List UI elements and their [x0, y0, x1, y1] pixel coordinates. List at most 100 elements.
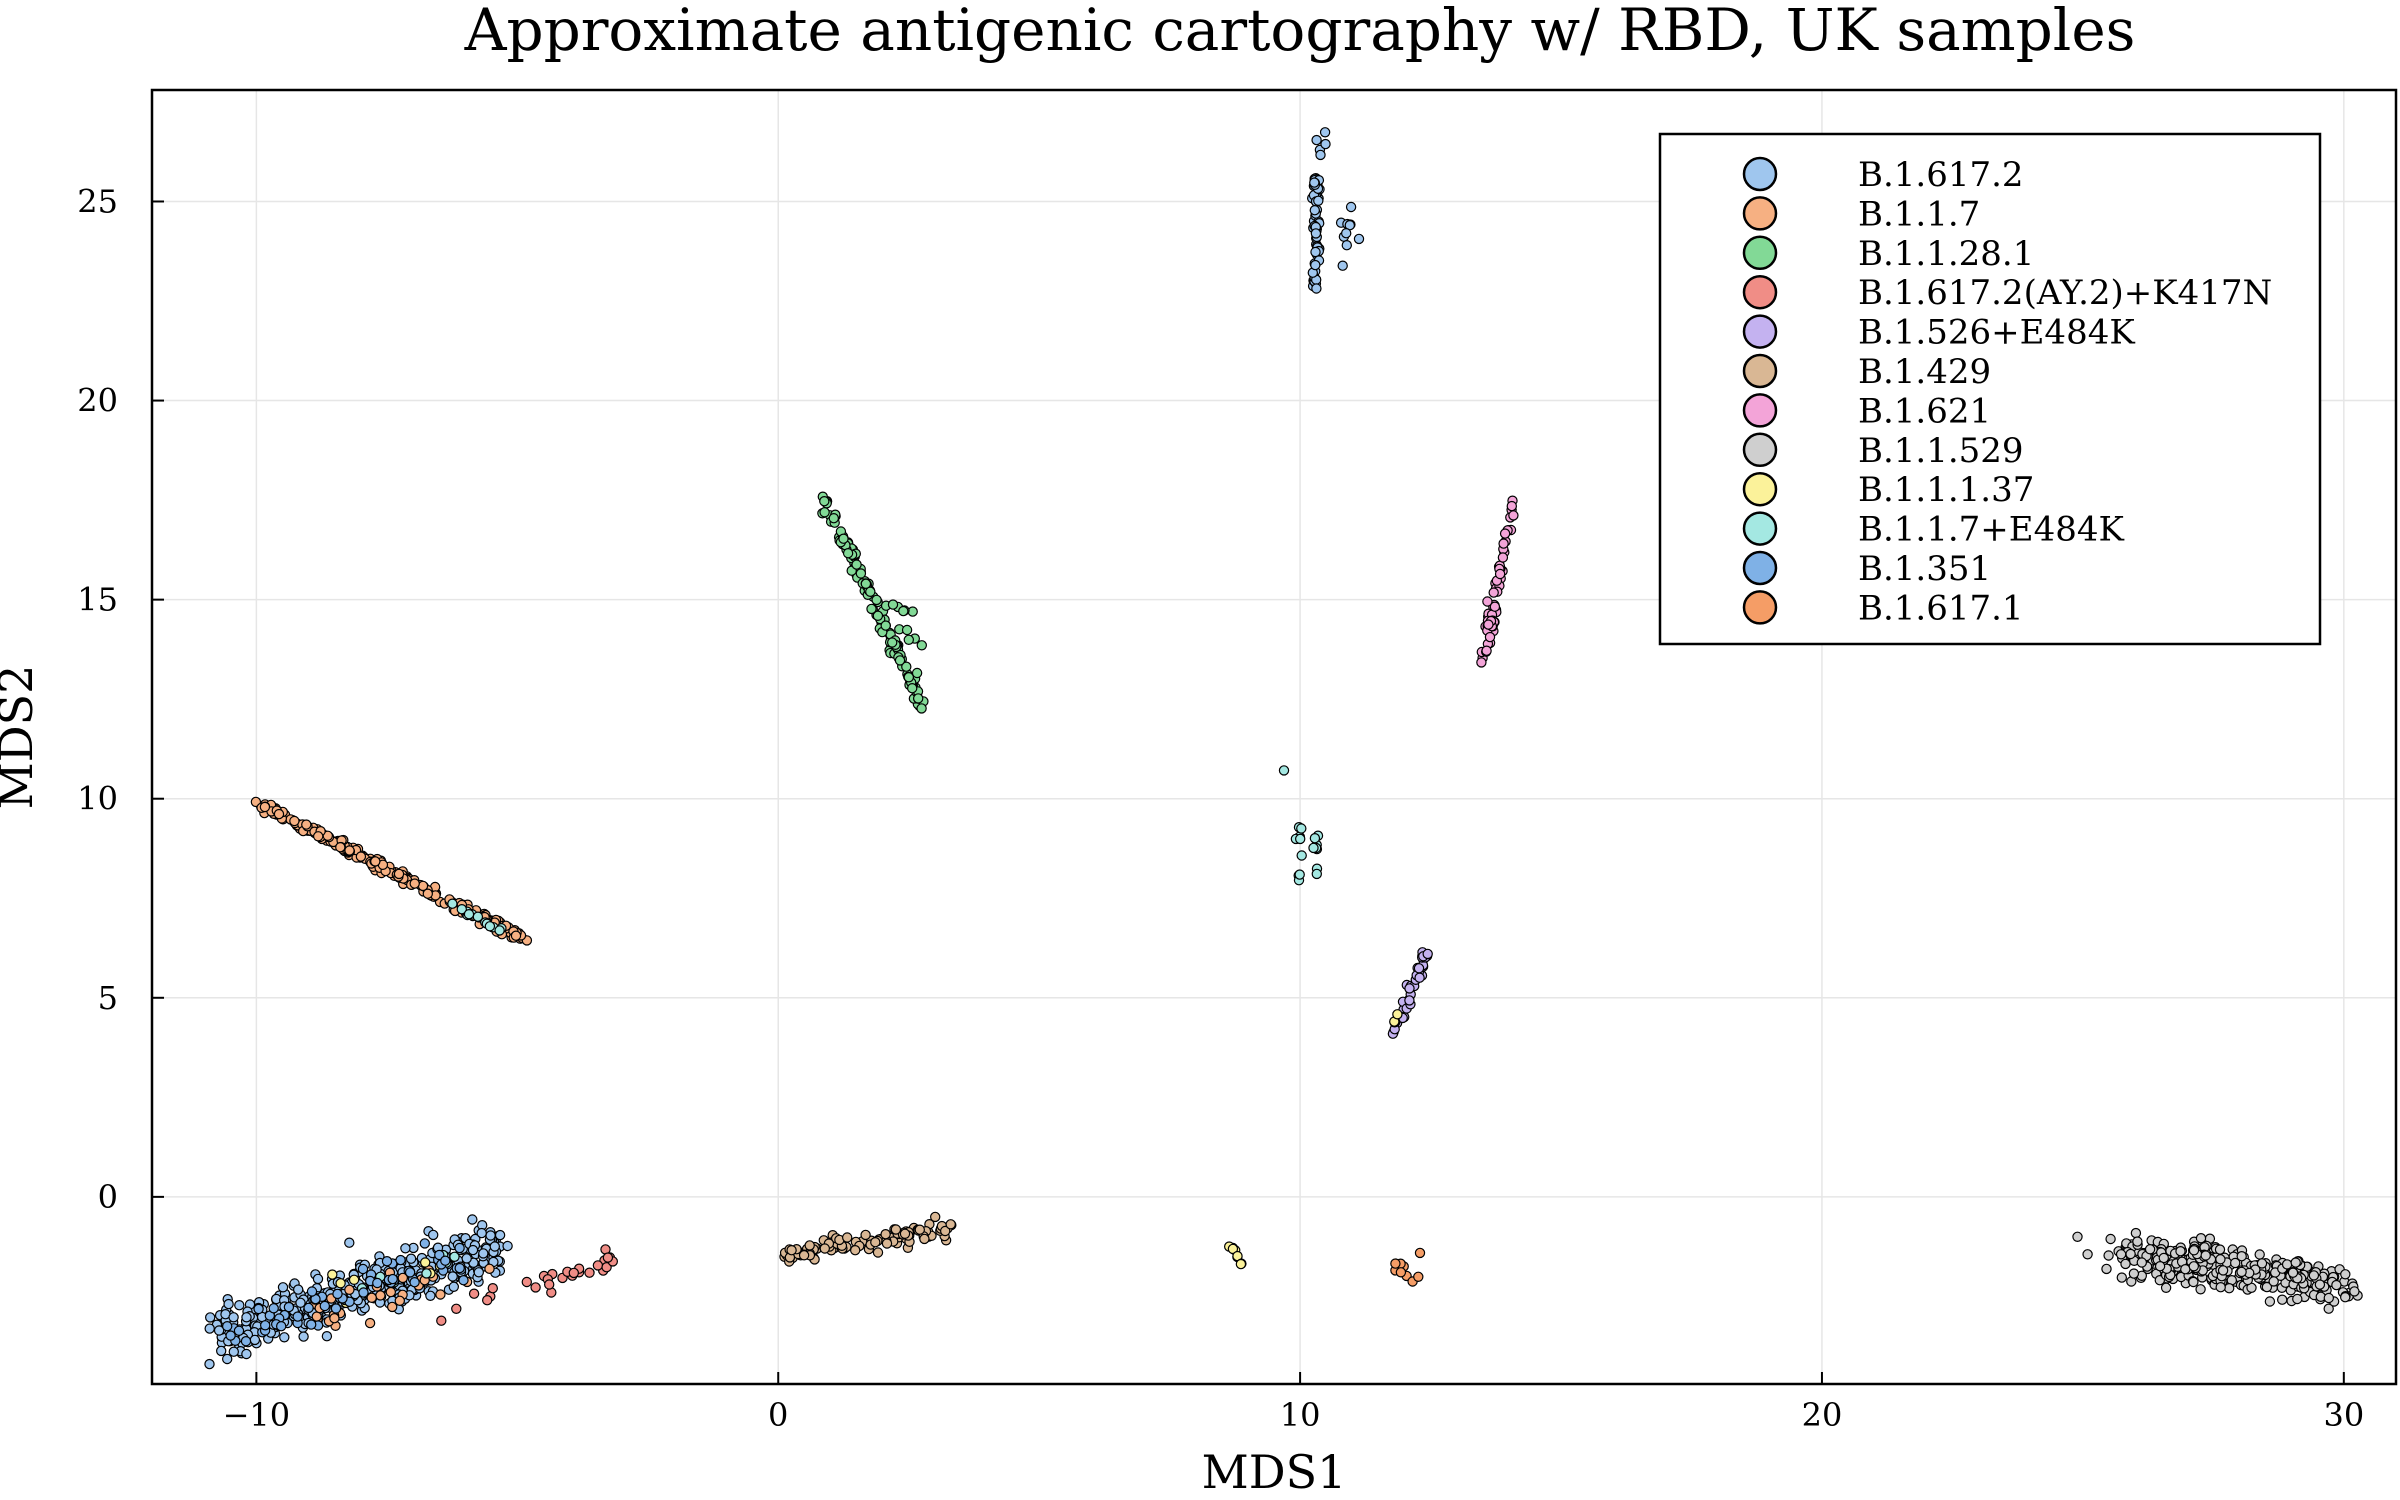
- data-point: [913, 693, 924, 704]
- data-point: [842, 1232, 853, 1243]
- data-point: [312, 1273, 324, 1285]
- y-tick-label: 15: [77, 581, 118, 619]
- y-tick-label: 10: [77, 780, 118, 818]
- data-point: [461, 1253, 472, 1264]
- data-point: [1309, 204, 1321, 216]
- data-points: [204, 127, 2363, 1370]
- data-point: [2229, 1257, 2241, 1269]
- x-tick-label: 0: [768, 1396, 788, 1434]
- data-point: [355, 851, 367, 862]
- data-point: [919, 1233, 930, 1245]
- data-point: [1309, 833, 1321, 844]
- data-point: [2308, 1270, 2320, 1281]
- data-point: [945, 1219, 956, 1230]
- data-point: [468, 1288, 480, 1299]
- data-point: [2323, 1292, 2334, 1304]
- data-point: [409, 878, 420, 889]
- data-point: [819, 1243, 831, 1254]
- legend-marker: [1742, 353, 1778, 389]
- data-point: [1340, 227, 1352, 239]
- data-point: [911, 667, 923, 679]
- data-point: [2101, 1263, 2112, 1275]
- data-point: [851, 559, 862, 570]
- data-point: [1296, 823, 1307, 834]
- data-point: [344, 1284, 355, 1296]
- legend-label: B.1.1.529: [1858, 431, 2024, 471]
- data-point: [2180, 1263, 2191, 1275]
- data-point: [283, 1301, 295, 1313]
- y-tick-label: 5: [98, 979, 118, 1017]
- data-point: [1319, 127, 1331, 138]
- data-point: [372, 1277, 383, 1289]
- data-point: [584, 1267, 595, 1278]
- data-point: [485, 1230, 496, 1241]
- y-tick-label: 25: [77, 182, 118, 220]
- x-tick-label: 30: [2323, 1396, 2364, 1434]
- data-point: [405, 1253, 417, 1264]
- data-point: [484, 921, 496, 932]
- data-point: [1482, 596, 1493, 607]
- data-point: [1296, 850, 1307, 861]
- data-point: [2215, 1254, 2226, 1265]
- data-point: [786, 1244, 797, 1256]
- data-point: [2236, 1266, 2247, 1278]
- data-point: [901, 661, 912, 672]
- legend-label: B.1.617.2: [1858, 155, 2024, 195]
- data-point: [916, 640, 928, 651]
- legend-label: B.1.621: [1858, 391, 1991, 431]
- data-point: [2188, 1245, 2200, 1256]
- data-point: [2281, 1259, 2293, 1270]
- data-point: [872, 1247, 884, 1258]
- data-point: [421, 1268, 432, 1279]
- data-point: [2116, 1272, 2127, 1283]
- data-point: [502, 1240, 513, 1252]
- data-point: [2175, 1245, 2186, 1257]
- data-point: [335, 1278, 346, 1289]
- data-point: [2195, 1284, 2206, 1295]
- data-point: [393, 868, 405, 880]
- data-point: [2136, 1257, 2147, 1268]
- data-point: [225, 1330, 236, 1341]
- data-point: [2195, 1232, 2207, 1244]
- data-point: [2082, 1249, 2093, 1260]
- series-10: [221, 1238, 469, 1347]
- legend-marker: [1742, 156, 1778, 192]
- data-point: [1404, 983, 1415, 994]
- data-point: [298, 1331, 309, 1342]
- legend-label: B.1.429: [1858, 352, 1991, 392]
- data-point: [221, 1320, 233, 1332]
- data-point: [419, 1238, 430, 1249]
- series-9: [339, 765, 1324, 1306]
- data-point: [568, 1267, 580, 1279]
- data-point: [289, 815, 300, 827]
- data-point: [880, 620, 891, 631]
- data-point: [344, 1237, 355, 1248]
- legend-label: B.1.617.1: [1858, 588, 2024, 628]
- data-point: [2217, 1265, 2229, 1276]
- data-point: [804, 1240, 815, 1251]
- data-point: [2256, 1258, 2268, 1269]
- data-point: [903, 672, 915, 683]
- data-point: [268, 1303, 279, 1314]
- data-point: [1320, 138, 1331, 150]
- data-point: [2323, 1303, 2334, 1314]
- data-point: [329, 1312, 340, 1324]
- data-point: [860, 1229, 871, 1241]
- data-point: [855, 568, 867, 579]
- data-point: [1310, 228, 1322, 239]
- data-point: [385, 1286, 396, 1298]
- data-point: [404, 1267, 416, 1278]
- x-axis-title: MDS1: [1202, 1445, 1347, 1499]
- data-point: [2236, 1250, 2247, 1262]
- series-7: [2072, 1227, 2363, 1314]
- legend: B.1.617.2B.1.1.7B.1.1.28.1B.1.617.2(AY.2…: [1658, 132, 2322, 646]
- plot-frame: [150, 88, 2398, 1386]
- data-point: [420, 1257, 431, 1268]
- data-point: [482, 1294, 493, 1306]
- data-point: [1308, 842, 1319, 854]
- data-point: [332, 1288, 343, 1300]
- data-point: [358, 1287, 369, 1298]
- data-point: [544, 1279, 555, 1290]
- data-point: [866, 603, 877, 615]
- data-point: [233, 1325, 245, 1337]
